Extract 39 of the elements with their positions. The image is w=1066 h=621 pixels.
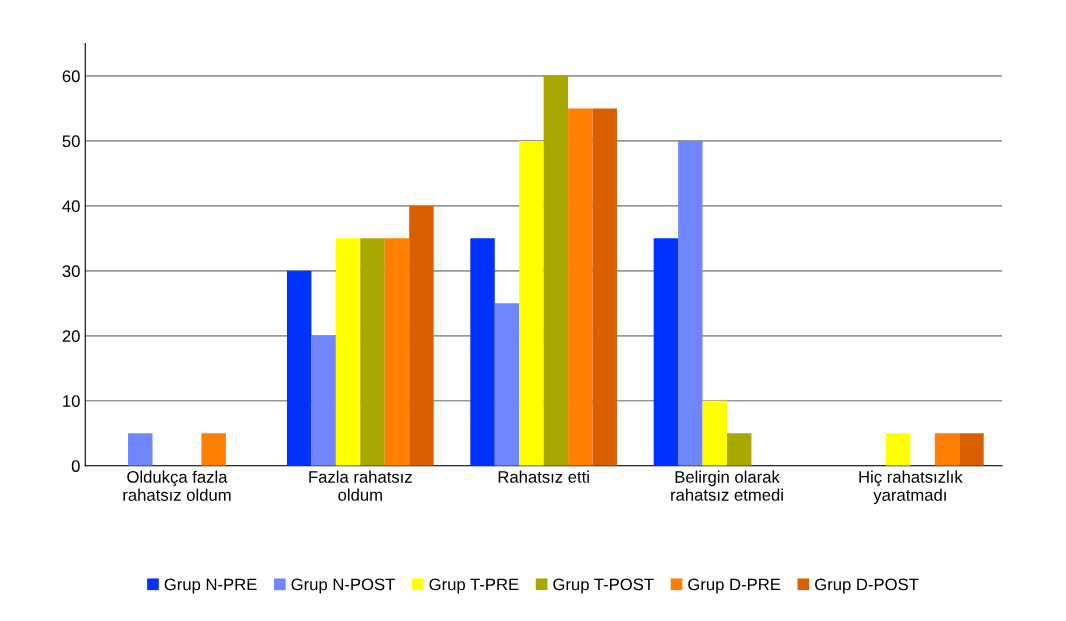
y-tick-label: 10 [63, 395, 80, 407]
bar [934, 433, 960, 466]
bar [519, 140, 544, 466]
bar [678, 140, 703, 466]
y-tick-label: 40 [62, 200, 80, 213]
bar [335, 238, 361, 466]
bar [128, 433, 153, 466]
x-tick-label: Oldukça fazla rahatsız oldum [123, 470, 231, 501]
bar [286, 270, 312, 466]
x-tick-label: Rahatsız etti [498, 470, 589, 483]
legend-label: Grup T-PRE [429, 578, 519, 594]
bar [384, 238, 410, 466]
bar [568, 108, 593, 466]
x-tick-label: Fazla rahatsız oldum [309, 470, 412, 501]
bar [543, 75, 569, 466]
bar [494, 303, 520, 466]
legend-label: Grup D-PRE [688, 578, 781, 594]
legend-label: Grup D-POST [815, 578, 919, 594]
x-tick-label: Hiç rahatsızlık yaratmadı [859, 470, 963, 505]
bar [702, 400, 728, 466]
legend-label: Grup T-POST [553, 578, 654, 594]
bar [311, 335, 336, 466]
y-tick-label: 20 [62, 330, 80, 343]
y-tick-label: 30 [62, 265, 80, 278]
bar [360, 238, 385, 466]
y-tick-label: 60 [62, 70, 80, 83]
bar [470, 238, 495, 466]
y-tick-label: 0 [71, 460, 80, 472]
bar [959, 433, 984, 466]
bar [409, 205, 434, 466]
bar [592, 108, 617, 466]
bar [201, 433, 226, 466]
legend-label: Grup N-PRE [164, 578, 257, 594]
bar [885, 433, 911, 466]
legend-label: Grup N-POST [291, 578, 395, 594]
x-tick-label: Belirgin olarak rahatsız etmedi [671, 470, 783, 501]
bar [727, 433, 752, 466]
y-tick-label: 50 [62, 135, 80, 148]
bar [653, 238, 679, 466]
